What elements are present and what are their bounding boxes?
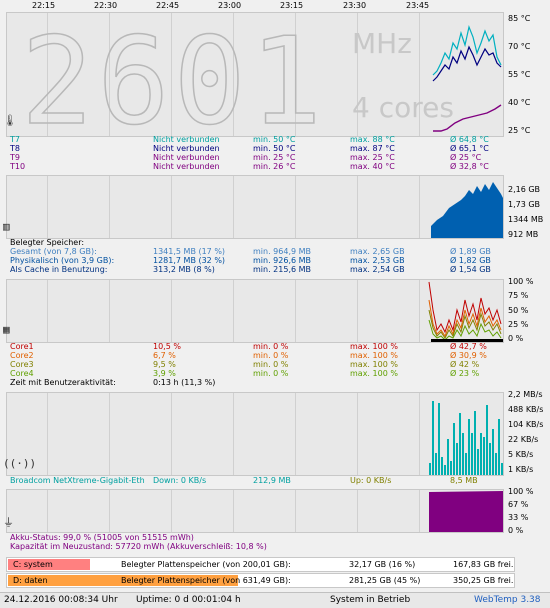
- cpu-load-graph: [6, 279, 504, 343]
- disk-name: C: system: [13, 560, 53, 569]
- cpu-load-lines: [428, 281, 503, 342]
- memory-chip-icon: ▥: [3, 220, 10, 233]
- system-status: System in Betrieb: [330, 595, 411, 605]
- memory-area: [431, 182, 503, 238]
- y-tick: 1344 MB: [508, 215, 544, 224]
- temperature-lines: [432, 24, 502, 132]
- disk-used: 32,17 GB (16 %): [349, 560, 416, 569]
- y-tick: 25 %: [508, 320, 529, 329]
- y-tick: 100 %: [508, 277, 534, 286]
- thermometer-icon: 🌡: [3, 114, 17, 127]
- disk-row-c: C: system Belegter Plattenspeicher (von …: [6, 557, 515, 572]
- app-name[interactable]: WebTemp 3.38: [474, 595, 541, 605]
- y-tick: 40 °C: [508, 98, 531, 107]
- disk-free: 350,25 GB frei.: [453, 576, 514, 585]
- network-antenna-icon: ((·)): [3, 457, 37, 470]
- memory-y-axis: 2,16 GB 1,73 GB 1344 MB 912 MB: [504, 175, 550, 239]
- time-tick: 23:30: [343, 1, 367, 10]
- y-tick: 33 %: [508, 513, 529, 522]
- y-tick: 25 °C: [508, 126, 531, 135]
- frequency-unit: MHz: [352, 27, 412, 60]
- y-tick: 2,16 GB: [508, 185, 541, 194]
- disk-label: Belegter Plattenspeicher (von 631,49 GB)…: [121, 576, 291, 585]
- y-tick: 1,73 GB: [508, 200, 541, 209]
- network-graph: [6, 392, 504, 476]
- y-tick: 488 KB/s: [508, 405, 544, 414]
- time-tick: 22:15: [32, 1, 56, 10]
- y-tick: 2,2 MB/s: [508, 390, 543, 399]
- time-tick: 22:45: [156, 1, 180, 10]
- temperature-y-axis: 85 °C 70 °C 55 °C 40 °C 25 °C: [504, 12, 550, 135]
- y-tick: 0 %: [508, 334, 524, 343]
- cpu-load-y-axis: 100 % 75 % 50 % 25 % 0 %: [504, 277, 550, 343]
- battery-plug-icon: ⏚: [3, 516, 14, 529]
- y-tick: 75 %: [508, 291, 529, 300]
- network-y-axis: 2,2 MB/s 488 KB/s 104 KB/s 22 KB/s 5 KB/…: [504, 390, 550, 474]
- temperature-graph: 2601 MHz 4 cores: [6, 12, 504, 143]
- y-tick: 85 °C: [508, 14, 531, 23]
- memory-heading: Belegter Speicher:: [10, 238, 85, 247]
- disk-used: 281,25 GB (45 %): [349, 576, 421, 585]
- network-bars: [429, 401, 503, 475]
- y-tick: 100 %: [508, 487, 534, 496]
- memory-graph: [6, 175, 504, 239]
- battery-capacity: Kapazität im Neuzustand: 57720 mWh (Akku…: [10, 542, 267, 551]
- disk-label: Belegter Plattenspeicher (von 200,01 GB)…: [121, 560, 291, 569]
- uptime: Uptime: 0 d 00:01:04 h: [136, 595, 241, 605]
- y-tick: 912 MB: [508, 230, 539, 239]
- battery-area: [429, 491, 503, 532]
- battery-graph: [6, 489, 504, 533]
- y-tick: 0 %: [508, 526, 524, 535]
- disk-row-d: D: daten Belegter Plattenspeicher (von 6…: [6, 573, 515, 588]
- disk-usage-bar: [8, 575, 238, 586]
- disk-name: D: daten: [13, 576, 48, 585]
- time-tick: 23:15: [280, 1, 304, 10]
- cpu-frequency-display: 2601: [20, 13, 326, 152]
- y-tick: 55 °C: [508, 70, 531, 79]
- datetime: 24.12.2016 00:08:34 Uhr: [4, 595, 118, 605]
- y-tick: 5 KB/s: [508, 450, 534, 459]
- y-tick: 22 KB/s: [508, 435, 539, 444]
- battery-y-axis: 100 % 67 % 33 % 0 %: [504, 487, 550, 535]
- y-tick: 1 KB/s: [508, 465, 534, 474]
- time-tick: 23:45: [406, 1, 430, 10]
- time-tick: 23:00: [218, 1, 242, 10]
- y-tick: 70 °C: [508, 42, 531, 51]
- cpu-chip-icon: ▦: [3, 323, 10, 336]
- battery-status: Akku-Status: 99,0 % (51005 von 51515 mWh…: [10, 533, 194, 542]
- y-tick: 104 KB/s: [508, 420, 544, 429]
- y-tick: 50 %: [508, 306, 529, 315]
- y-tick: 67 %: [508, 500, 529, 509]
- time-axis: 22:15 22:30 22:45 23:00 23:15 23:30 23:4…: [0, 0, 550, 12]
- cores-label: 4 cores: [352, 91, 454, 124]
- status-bar: 24.12.2016 00:08:34 Uhr Uptime: 0 d 00:0…: [0, 592, 550, 608]
- time-tick: 22:30: [94, 1, 118, 10]
- disk-free: 167,83 GB frei.: [453, 560, 514, 569]
- disk-usage-bar: [8, 559, 90, 570]
